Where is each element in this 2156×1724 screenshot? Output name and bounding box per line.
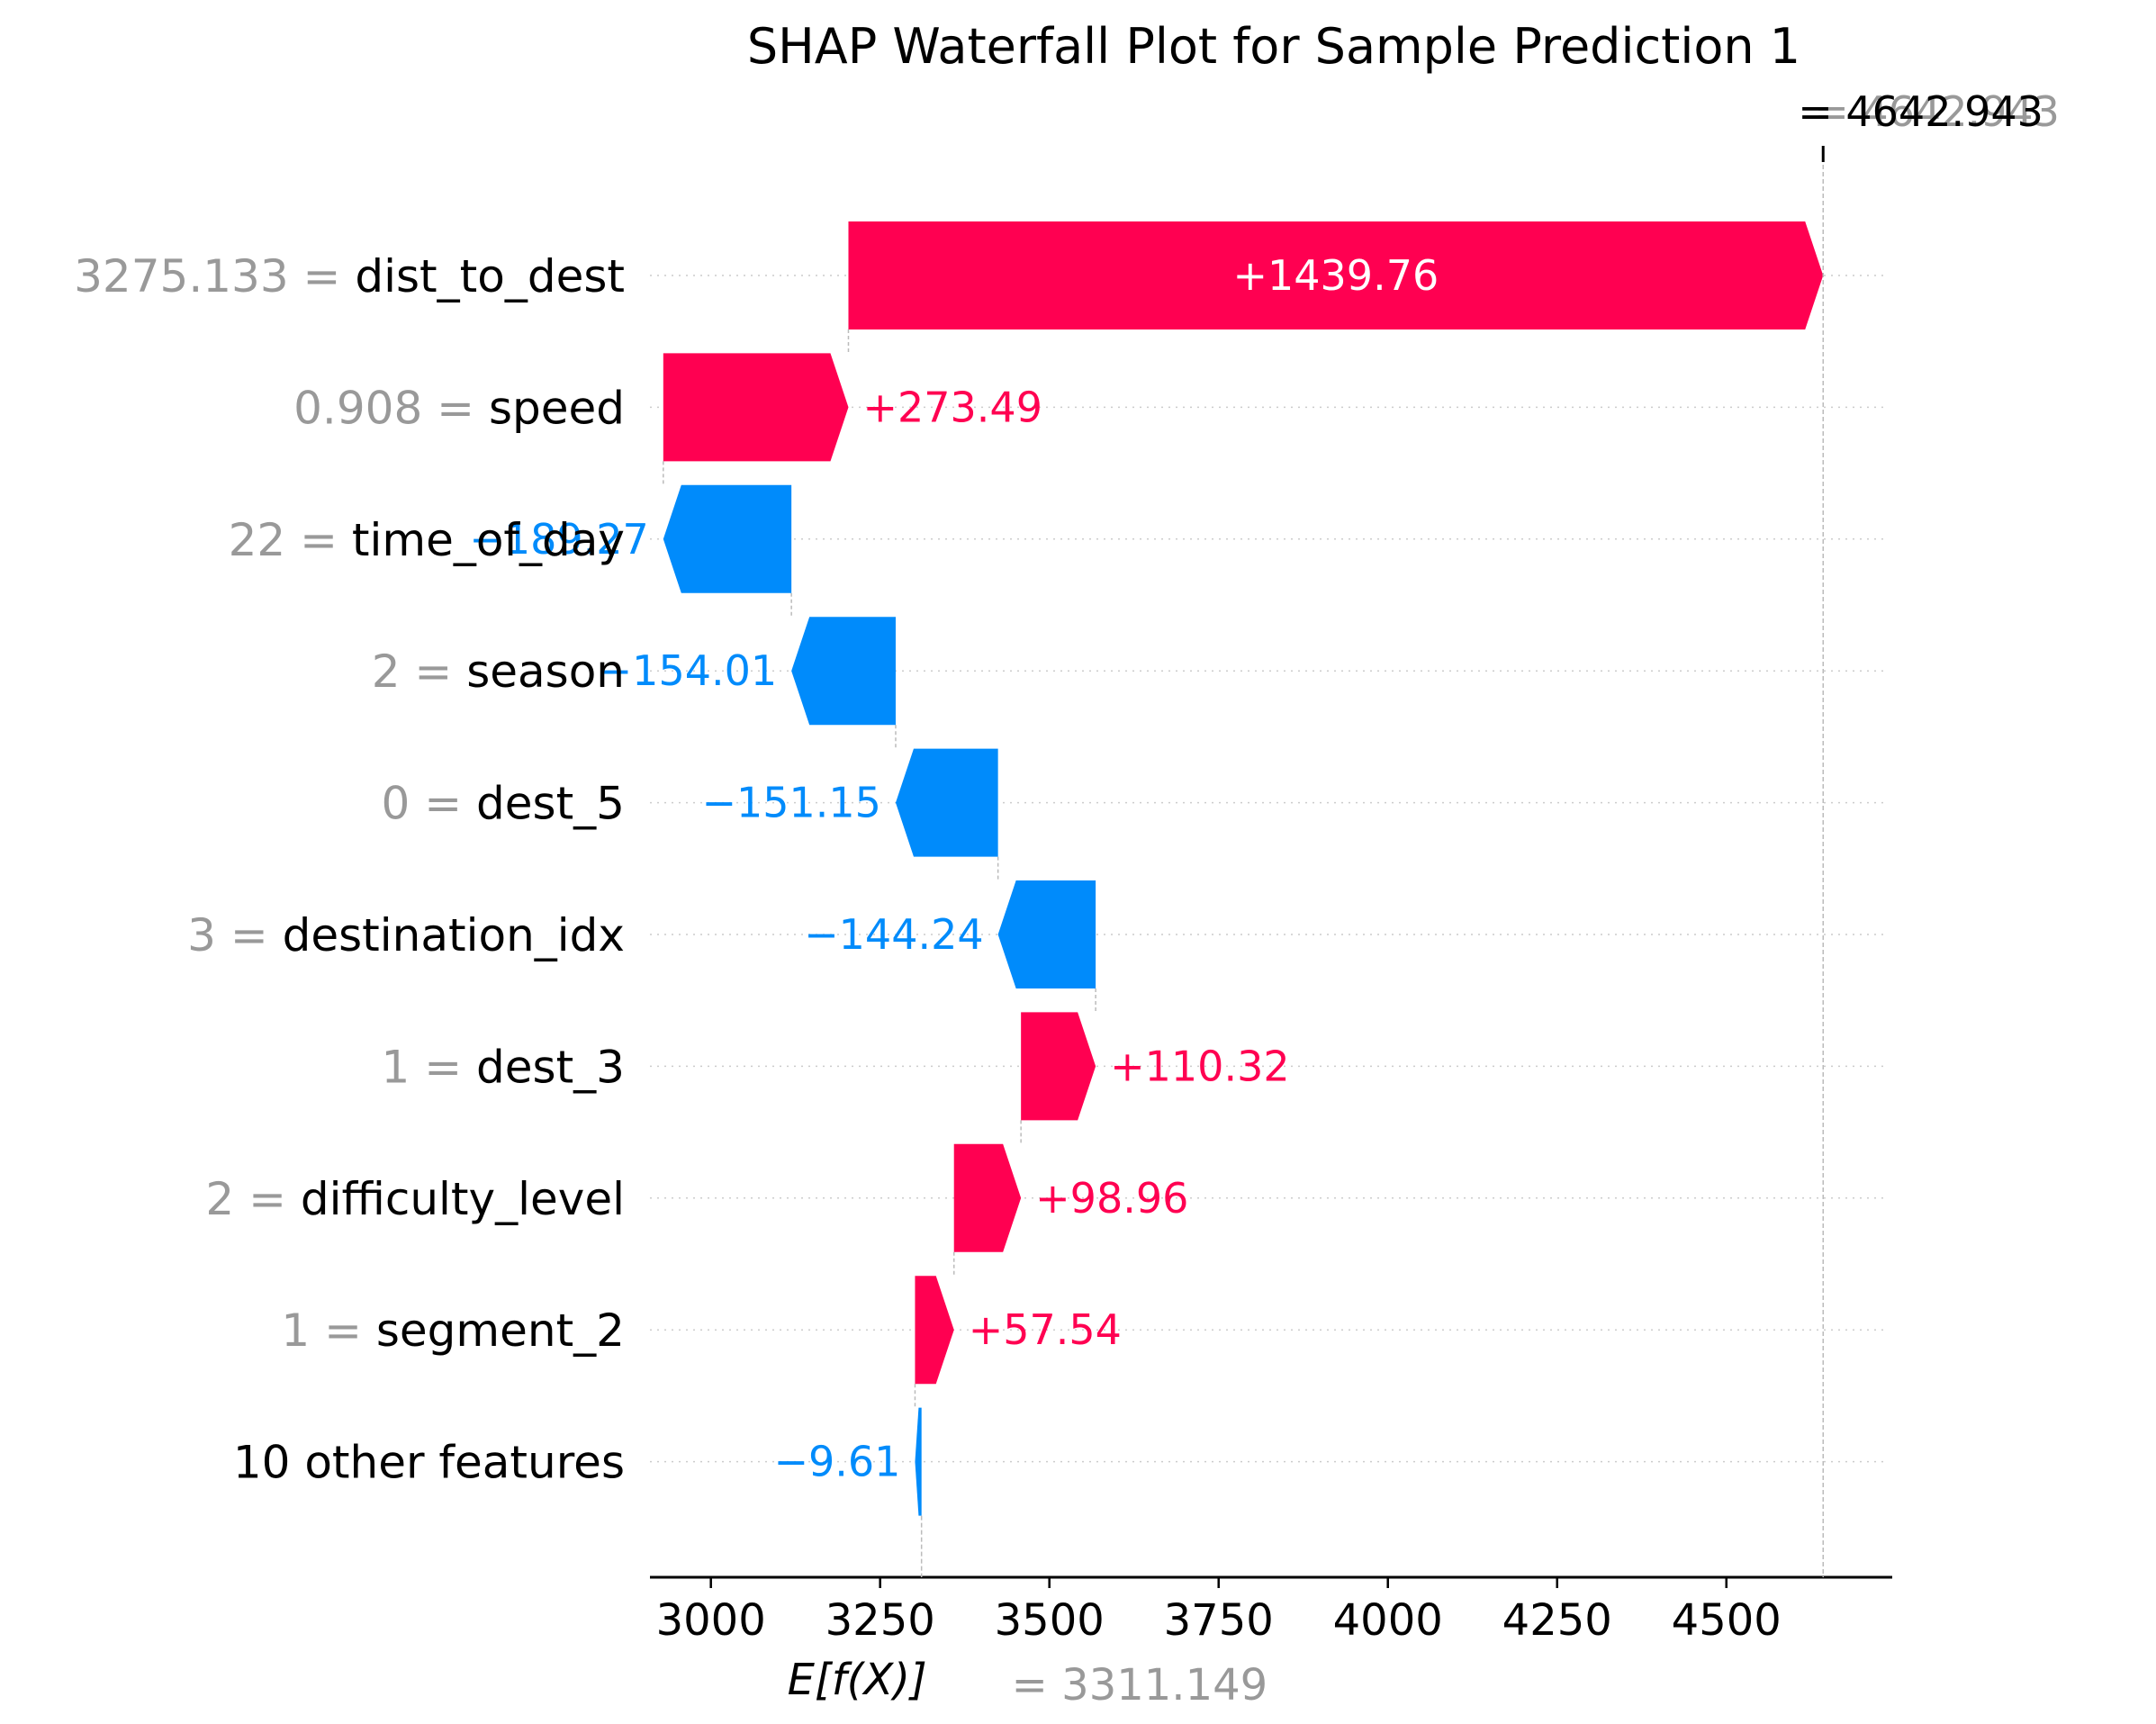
row-gridlines [650, 275, 1883, 1463]
bar-value-label: +57.54 [969, 1305, 1122, 1354]
waterfall-bar [953, 1143, 1022, 1252]
x-tick-label: 3500 [995, 1595, 1105, 1646]
x-tick-label: 3250 [825, 1595, 935, 1646]
feature-value: 2 = [372, 645, 467, 698]
waterfall-bar [848, 221, 1824, 329]
feature-value: 0 = [382, 778, 477, 830]
waterfall-bar [915, 1407, 922, 1516]
feature-name: dest_3 [476, 1041, 625, 1093]
bar-value-label: −151.15 [701, 779, 881, 827]
base-value-label: = 3311.149 [1012, 1660, 1268, 1710]
waterfall-bar [1021, 1012, 1096, 1121]
x-tick-label: 4500 [1672, 1595, 1782, 1646]
bar-value-label: −189.27 [469, 515, 649, 564]
feature-name: dist_to_dest [355, 250, 625, 302]
feature-value: 1 = [382, 1041, 477, 1093]
output-value-ghost-label: = 4642.943 [1814, 87, 2060, 136]
x-tick-label: 4250 [1502, 1595, 1612, 1646]
feature-name: season [466, 645, 625, 698]
feature-label: 3275.133 = dist_to_dest [74, 250, 625, 302]
feature-label: 1 = dest_3 [382, 1041, 625, 1093]
waterfall-bar [663, 484, 792, 593]
waterfall-bar [791, 617, 896, 726]
x-axis: 3000 3250 3500 3750 4000 4250 4500 [650, 1575, 1892, 1646]
feature-value: 3275.133 = [74, 250, 355, 302]
output-value-marker: = 4642.943= 4642.943 [1798, 87, 2060, 1577]
bar-value-label: +98.96 [1035, 1174, 1188, 1223]
x-tick-label: 3000 [656, 1595, 766, 1646]
feature-name: segment_2 [376, 1304, 625, 1357]
waterfall-bar [663, 353, 849, 462]
feature-label: 3 = destination_idx [187, 909, 625, 961]
feature-value: 2 = [205, 1173, 301, 1225]
feature-value: 3 = [187, 909, 283, 961]
base-axis-label: E[f(X)] [788, 1655, 927, 1705]
feature-name: difficulty_level [301, 1173, 625, 1225]
x-tick-label: 3750 [1164, 1595, 1274, 1646]
bar-value-label: +1439.76 [1232, 251, 1439, 300]
feature-value: 1 = [281, 1304, 376, 1357]
bar-value-label: −154.01 [598, 646, 778, 695]
feature-value: 22 = [229, 514, 352, 566]
bar-value-labels: +1439.76 +273.49 −189.27 −154.01 −151.15 −144… [469, 251, 1439, 1486]
feature-name: dest_5 [476, 778, 625, 830]
bar-value-label: −9.61 [773, 1438, 900, 1486]
feature-labels: 3275.133 = dist_to_dest 0.908 = speed 22 =… [74, 250, 625, 1489]
x-tick-label: 4000 [1333, 1595, 1443, 1646]
feature-label: 2 = season [372, 645, 625, 698]
chart-title: SHAP Waterfall Plot for Sample Predictio… [747, 18, 1800, 75]
feature-name: speed [489, 382, 625, 434]
feature-label: 10 other features [233, 1437, 625, 1489]
base-value-marker: E[f(X)] = 3311.149 [788, 1515, 1268, 1710]
feature-value: 0.908 = [293, 382, 489, 434]
waterfall-bars [663, 221, 1824, 1516]
bar-value-label: +273.49 [862, 383, 1042, 431]
feature-label: 0.908 = speed [293, 382, 625, 434]
feature-name: 10 other features [233, 1437, 625, 1489]
output-value-label: = 4642.943 [1798, 87, 2043, 136]
waterfall-bar [895, 748, 998, 857]
feature-name: destination_idx [283, 909, 625, 961]
connector-lines [663, 329, 1096, 1408]
feature-name: time_of_day [352, 514, 625, 566]
feature-label: 1 = segment_2 [281, 1304, 625, 1357]
waterfall-bar [915, 1276, 954, 1385]
feature-label: 2 = difficulty_level [205, 1173, 625, 1225]
feature-label: 22 = time_of_day [229, 514, 625, 566]
waterfall-bar [997, 880, 1096, 988]
bar-value-label: +110.32 [1110, 1042, 1290, 1090]
feature-label: 0 = dest_5 [382, 778, 625, 830]
bar-value-label: −144.24 [804, 910, 984, 959]
